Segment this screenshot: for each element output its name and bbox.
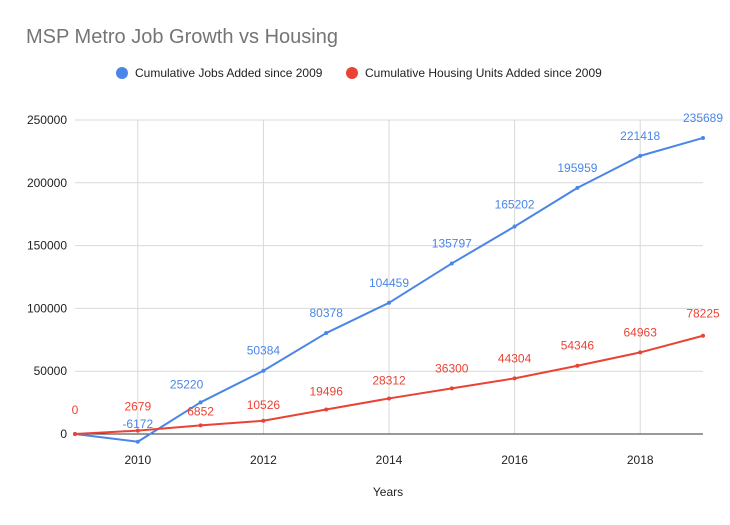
data-point-housing (512, 376, 517, 381)
data-label-jobs: 195959 (557, 161, 597, 175)
data-label-housing: 10526 (247, 398, 281, 412)
data-label-jobs: 135797 (432, 236, 472, 250)
legend-item-housing[interactable]: Cumulative Housing Units Added since 200… (346, 66, 602, 80)
data-label-jobs: 221418 (620, 129, 660, 143)
data-point-housing (73, 432, 77, 436)
data-label-jobs: -6172 (122, 417, 153, 431)
data-label-housing: 0 (72, 403, 79, 417)
data-point-housing (449, 386, 454, 391)
x-tick-label: 2016 (501, 453, 528, 467)
data-label-jobs: 165202 (495, 198, 535, 212)
data-point-housing (701, 333, 705, 338)
data-point-jobs (575, 185, 580, 190)
data-label-housing: 44304 (498, 351, 532, 365)
data-label-housing: 78225 (686, 307, 720, 321)
gridlines (75, 119, 703, 434)
y-tick-label: 150000 (27, 239, 67, 253)
y-tick-label: 0 (60, 427, 67, 441)
data-label-jobs: 50384 (247, 344, 281, 358)
x-tick-label: 2010 (124, 453, 151, 467)
chart-title: MSP Metro Job Growth vs Housing (26, 26, 338, 48)
x-axis-title: Years (373, 485, 403, 499)
data-point-jobs (387, 300, 391, 305)
data-label-housing: 2679 (124, 400, 151, 414)
legend-swatch-housing (346, 67, 358, 79)
data-label-jobs: 104459 (369, 276, 409, 290)
data-label-housing: 19496 (310, 385, 344, 399)
y-tick-label: 200000 (27, 176, 67, 190)
data-label-jobs: 235689 (683, 111, 723, 125)
data-label-jobs: 25220 (170, 377, 204, 391)
data-point-jobs (638, 153, 643, 158)
legend-item-jobs[interactable]: Cumulative Jobs Added since 2009 (116, 66, 322, 80)
data-point-jobs (449, 261, 454, 266)
data-label-housing: 6852 (187, 404, 214, 418)
data-point-jobs (261, 368, 266, 373)
legend-label-jobs: Cumulative Jobs Added since 2009 (135, 66, 323, 80)
data-point-housing (575, 363, 580, 368)
data-point-housing (638, 350, 643, 355)
x-tick-label: 2012 (250, 453, 277, 467)
axes: 0 50000 100000 150000 200000 250000 2010 2012 20… (27, 113, 703, 467)
data-point-housing (135, 428, 140, 433)
data-point-jobs (135, 439, 140, 444)
data-point-housing (198, 423, 203, 428)
legend: Cumulative Jobs Added since 2009 Cumulat… (0, 66, 730, 84)
x-tick-label: 2014 (376, 453, 403, 467)
data-label-housing: 28312 (372, 373, 406, 387)
y-tick-label: 50000 (34, 364, 68, 378)
data-point-jobs (324, 331, 329, 336)
data-label-housing: 64963 (624, 325, 658, 339)
series: -6172 25220 50384 80378 104459 135797 165202 19… (72, 111, 723, 444)
data-label-housing: 36300 (435, 361, 469, 375)
y-tick-label: 250000 (27, 113, 67, 127)
data-label-jobs: 80378 (310, 306, 344, 320)
data-label-housing: 54346 (561, 339, 595, 353)
x-tick-label: 2018 (627, 453, 654, 467)
y-tick-label: 100000 (27, 301, 67, 315)
data-point-housing (387, 396, 391, 401)
data-point-housing (324, 407, 329, 412)
data-point-jobs (512, 224, 517, 229)
data-point-jobs (198, 400, 203, 405)
data-point-housing (261, 418, 266, 423)
legend-label-housing: Cumulative Housing Units Added since 200… (365, 66, 602, 80)
legend-swatch-jobs (116, 67, 128, 79)
data-point-jobs (701, 135, 705, 140)
